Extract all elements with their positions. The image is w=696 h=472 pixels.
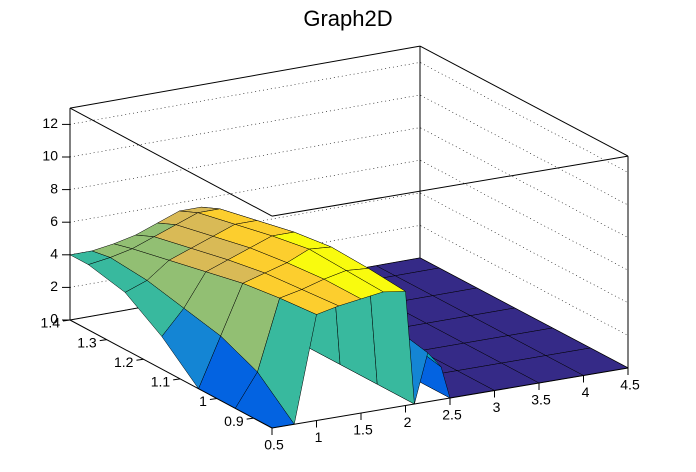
z-tick-label: 4 [50, 246, 58, 262]
x-tick-label: 4 [582, 384, 590, 400]
y-tick [62, 319, 71, 322]
x-tick-label: 0.5 [264, 437, 284, 453]
grid-line [69, 94, 629, 206]
z-tick-label: 0 [50, 311, 58, 327]
z-tick-label: 12 [42, 115, 58, 131]
y-tick [173, 378, 181, 381]
grid-line [69, 62, 629, 173]
grid-line [69, 192, 629, 304]
y-tick-label: 1.1 [151, 374, 171, 390]
x-tick-label: 1 [315, 429, 323, 445]
y-tick-label: 1.2 [114, 354, 134, 370]
x-tick-label: 4.5 [620, 377, 640, 393]
grid-line [69, 127, 629, 238]
x-tick-label: 3.5 [531, 392, 551, 408]
z-tick-label: 2 [50, 278, 58, 294]
axis-line [69, 319, 273, 429]
box-edge [69, 45, 421, 109]
x-tick-label: 2.5 [442, 407, 462, 423]
y-tick-label: 1.4 [41, 315, 61, 331]
grid-line [69, 225, 629, 336]
box-edge [419, 45, 629, 157]
z-tick-label: 10 [42, 148, 58, 164]
y-tick [136, 358, 144, 361]
x-tick-label: 3 [493, 399, 501, 415]
grid-line [69, 159, 629, 271]
box-edge [69, 107, 273, 217]
y-tick [209, 398, 217, 401]
box-edge [271, 155, 629, 217]
x-tick-label: 1.5 [353, 422, 373, 438]
y-tick-label: 1.3 [77, 334, 97, 350]
y-tick [99, 339, 107, 342]
z-tick-label: 6 [50, 213, 58, 229]
y-tick [246, 417, 254, 420]
chart-title: Graph2D [303, 6, 392, 31]
y-tick-label: 0.9 [224, 413, 244, 429]
x-tick-label: 2 [404, 414, 412, 430]
y-tick-label: 1 [199, 393, 207, 409]
z-tick-label: 8 [50, 180, 58, 196]
